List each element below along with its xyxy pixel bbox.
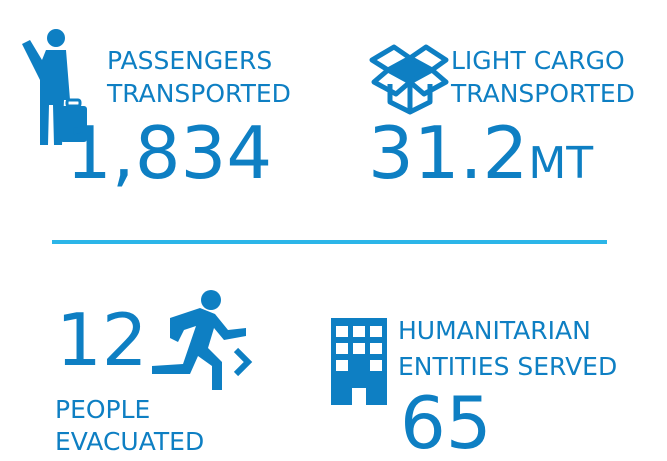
stat-number: 31.2 [368, 111, 528, 195]
stat-label: HUMANITARIAN [398, 316, 591, 345]
stat-label: ENTITIES SERVED [398, 352, 617, 381]
stat-value: 12 [56, 298, 148, 382]
stat-value: 1,834 [66, 111, 272, 195]
evacuation-icon [152, 290, 253, 390]
building-icon [331, 318, 387, 405]
passenger-icon [22, 29, 87, 145]
stat-label: TRANSPORTED [450, 79, 635, 108]
stat-label: TRANSPORTED [106, 79, 291, 108]
stat-label: PEOPLE [55, 395, 150, 424]
stat-value: 31.2MT [368, 111, 593, 195]
stat-label: EVACUATED [55, 427, 204, 456]
stat-unit: MT [528, 138, 593, 189]
stat-label: PASSENGERS [107, 46, 272, 75]
cargo-icon [369, 44, 449, 115]
stat-label: LIGHT CARGO [451, 46, 625, 75]
stat-value: 65 [400, 381, 492, 461]
